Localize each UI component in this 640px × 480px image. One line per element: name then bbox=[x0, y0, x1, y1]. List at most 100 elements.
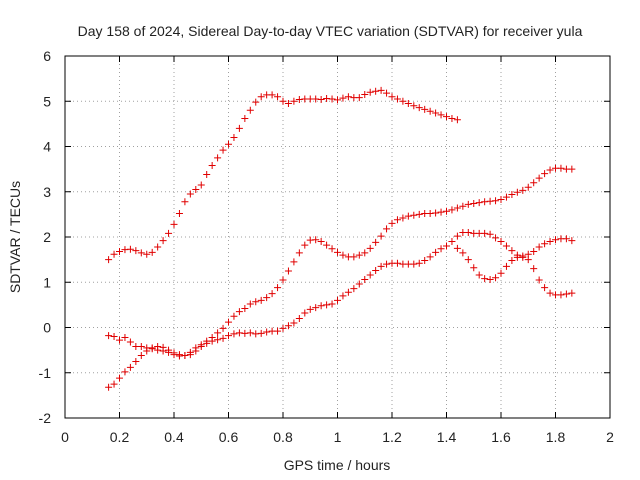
data-point bbox=[513, 253, 521, 261]
data-point bbox=[497, 269, 505, 277]
data-point bbox=[377, 232, 385, 240]
data-point bbox=[301, 309, 309, 317]
data-point bbox=[508, 247, 516, 255]
data-point bbox=[361, 90, 369, 98]
data-point bbox=[415, 210, 423, 218]
data-point bbox=[388, 219, 396, 227]
data-point bbox=[121, 333, 129, 341]
data-point bbox=[110, 333, 118, 341]
y-tick-label: 6 bbox=[43, 48, 51, 64]
data-point bbox=[246, 329, 254, 337]
data-point bbox=[372, 238, 380, 246]
data-point bbox=[203, 171, 211, 179]
data-point bbox=[268, 290, 276, 298]
data-point bbox=[105, 383, 113, 391]
data-point bbox=[148, 248, 156, 256]
data-point bbox=[541, 170, 549, 178]
data-point bbox=[159, 237, 167, 245]
data-point bbox=[165, 229, 173, 237]
data-point bbox=[508, 190, 516, 198]
data-point bbox=[126, 245, 134, 253]
data-point bbox=[230, 133, 238, 141]
data-point bbox=[383, 89, 391, 97]
data-point bbox=[568, 237, 576, 245]
data-point bbox=[404, 100, 412, 108]
data-point bbox=[225, 332, 232, 340]
axis-ticks: 0 0.2 0.4 0.6 0.8 1 1.2 1.4 1.6 1.8 2 -2 -1 0 1 2 3 4 5 6 bbox=[39, 48, 615, 445]
series-1 bbox=[105, 86, 461, 264]
data-point bbox=[541, 284, 549, 292]
data-point bbox=[535, 276, 543, 284]
data-point bbox=[274, 284, 282, 292]
data-point bbox=[192, 185, 200, 193]
data-point bbox=[432, 109, 440, 117]
data-point bbox=[339, 251, 347, 259]
x-tick-label: 1 bbox=[334, 429, 342, 445]
data-point bbox=[306, 305, 314, 313]
x-tick-label: 0.6 bbox=[219, 429, 239, 445]
data-point bbox=[557, 291, 565, 299]
data-point bbox=[464, 256, 472, 264]
data-point bbox=[295, 314, 303, 322]
data-point bbox=[290, 319, 298, 327]
data-point bbox=[453, 232, 461, 240]
data-point bbox=[279, 324, 287, 332]
data-point bbox=[410, 211, 418, 219]
x-tick-label: 0 bbox=[61, 429, 69, 445]
y-tick-label: 4 bbox=[43, 139, 51, 155]
data-point bbox=[257, 296, 265, 304]
data-point bbox=[137, 343, 145, 351]
data-point bbox=[312, 304, 320, 312]
data-point bbox=[334, 248, 341, 256]
data-point bbox=[126, 338, 134, 346]
data-point bbox=[502, 242, 510, 250]
data-point bbox=[334, 296, 341, 304]
y-tick-label: 0 bbox=[43, 320, 51, 336]
data-point bbox=[432, 209, 440, 217]
data-point bbox=[279, 276, 287, 284]
data-point bbox=[383, 260, 391, 268]
x-tick-label: 1.8 bbox=[546, 429, 566, 445]
series-2 bbox=[105, 164, 576, 360]
data-point bbox=[170, 349, 178, 357]
data-point bbox=[350, 285, 358, 293]
y-tick-label: 5 bbox=[43, 93, 51, 109]
data-point bbox=[443, 113, 450, 121]
data-point bbox=[546, 289, 554, 297]
grid bbox=[65, 56, 610, 418]
data-point bbox=[116, 336, 123, 344]
data-point bbox=[295, 249, 303, 257]
data-point bbox=[170, 220, 178, 228]
data-point bbox=[268, 91, 276, 99]
data-point bbox=[508, 257, 516, 265]
x-tick-label: 2 bbox=[606, 429, 614, 445]
data-point bbox=[492, 197, 500, 205]
data-point bbox=[328, 300, 336, 308]
data-point bbox=[290, 97, 298, 105]
data-point bbox=[453, 204, 461, 212]
data-point bbox=[225, 140, 232, 148]
data-point bbox=[317, 95, 325, 103]
data-point bbox=[246, 106, 254, 114]
data-point bbox=[437, 245, 445, 253]
data-point bbox=[393, 259, 401, 267]
data-point bbox=[453, 116, 461, 124]
data-point bbox=[105, 256, 113, 264]
data-point bbox=[541, 240, 549, 248]
data-point bbox=[175, 209, 183, 217]
data-point bbox=[116, 247, 123, 255]
data-point bbox=[355, 94, 363, 102]
data-point bbox=[415, 259, 423, 267]
data-point bbox=[437, 111, 445, 119]
data-point bbox=[143, 347, 151, 355]
data-point bbox=[328, 95, 336, 103]
data-point bbox=[186, 190, 194, 198]
data-point bbox=[317, 302, 325, 310]
data-point bbox=[219, 334, 227, 342]
data-point bbox=[274, 327, 282, 335]
series-4 bbox=[453, 235, 576, 284]
data-point bbox=[301, 241, 309, 249]
data-point bbox=[421, 257, 429, 265]
data-point bbox=[366, 271, 374, 279]
